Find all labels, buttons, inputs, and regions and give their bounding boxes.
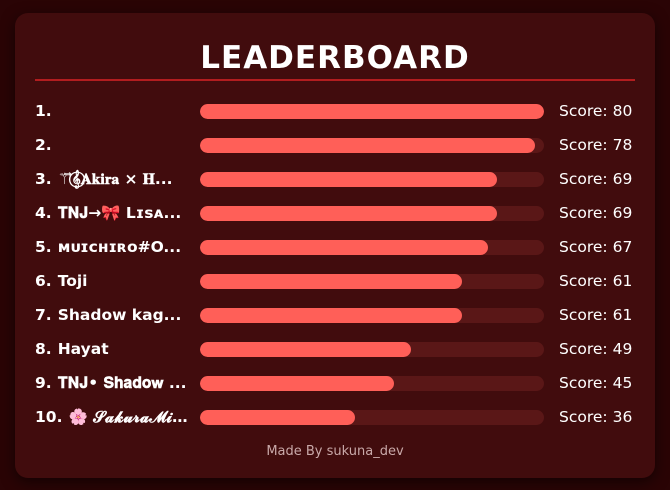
score-prefix: Score: bbox=[559, 204, 608, 222]
player-name: 3. ⚚⃗𝄞⃝𝐀𝐤𝐢𝐫𝐚 × 𝐇... bbox=[35, 169, 191, 189]
score-label: Score: 69 bbox=[559, 169, 632, 189]
rank-number: 3. bbox=[35, 170, 52, 188]
score-bar-track bbox=[200, 138, 544, 153]
player-name-text: 𝐓𝐍𝐉• 𝐒𝐡𝐚𝐝𝐨𝐰 ... bbox=[57, 374, 187, 392]
player-name: 1. bbox=[35, 101, 191, 121]
score-bar-fill bbox=[200, 376, 394, 391]
rank-number: 1. bbox=[35, 102, 52, 120]
score-value: 61 bbox=[612, 306, 633, 324]
score-prefix: Score: bbox=[559, 272, 608, 290]
score-value: 45 bbox=[612, 374, 633, 392]
player-name-text: ᴍᴜɪᴄʜɪʀᴏ#O... bbox=[57, 238, 182, 256]
player-name-text: Shadow kag... bbox=[57, 306, 182, 324]
leaderboard-row: 9. 𝐓𝐍𝐉• 𝐒𝐡𝐚𝐝𝐨𝐰 ... Score: 45 bbox=[15, 370, 655, 404]
score-value: 78 bbox=[612, 136, 633, 154]
rank-number: 2. bbox=[35, 136, 52, 154]
leaderboard-row: 6. Toji Score: 61 bbox=[15, 268, 655, 302]
score-bar-fill bbox=[200, 206, 497, 221]
score-value: 36 bbox=[612, 408, 633, 426]
leaderboard-card: LEADERBOARD 1. Score: 80 2. Score: 78 3.… bbox=[15, 13, 655, 478]
score-value: 80 bbox=[612, 102, 633, 120]
score-label: Score: 67 bbox=[559, 237, 632, 257]
leaderboard-row: 4. 𝐓𝐍𝐉→🎀 Lɪsᴀ... Score: 69 bbox=[15, 200, 655, 234]
score-bar-fill bbox=[200, 240, 489, 255]
score-bar-track bbox=[200, 240, 544, 255]
score-bar-fill bbox=[200, 274, 463, 289]
score-bar-track bbox=[200, 376, 544, 391]
score-label: Score: 45 bbox=[559, 373, 632, 393]
player-name-text: Hayat bbox=[57, 340, 109, 358]
leaderboard-row: 5. ᴍᴜɪᴄʜɪʀᴏ#O... Score: 67 bbox=[15, 234, 655, 268]
score-bar-track bbox=[200, 104, 544, 119]
player-name-text: ⚚⃗𝄞⃝𝐀𝐤𝐢𝐫𝐚 × 𝐇... bbox=[57, 170, 173, 188]
rank-number: 10. bbox=[35, 408, 63, 426]
score-value: 67 bbox=[612, 238, 633, 256]
player-name: 10. 🌸 𝓢𝓪𝓴𝓾𝓻𝓪𝓜𝓲𝓷𝓪𝓽𝓸 bbox=[35, 407, 191, 427]
player-name-text: 🌸 𝓢𝓪𝓴𝓾𝓻𝓪𝓜𝓲𝓷𝓪𝓽𝓸 bbox=[68, 408, 191, 426]
score-prefix: Score: bbox=[559, 408, 608, 426]
rank-number: 4. bbox=[35, 204, 52, 222]
score-bar-track bbox=[200, 308, 544, 323]
title-divider bbox=[35, 79, 635, 81]
score-bar-fill bbox=[200, 410, 355, 425]
score-prefix: Score: bbox=[559, 102, 608, 120]
player-name: 4. 𝐓𝐍𝐉→🎀 Lɪsᴀ... bbox=[35, 203, 191, 223]
player-name: 7. Shadow kag... bbox=[35, 305, 191, 325]
score-prefix: Score: bbox=[559, 136, 608, 154]
rank-number: 8. bbox=[35, 340, 52, 358]
score-bar-track bbox=[200, 342, 544, 357]
score-label: Score: 80 bbox=[559, 101, 632, 121]
leaderboard-row: 1. Score: 80 bbox=[15, 98, 655, 132]
score-bar-track bbox=[200, 206, 544, 221]
score-value: 61 bbox=[612, 272, 633, 290]
player-name-text: Toji bbox=[57, 272, 88, 290]
score-bar-fill bbox=[200, 104, 544, 119]
score-value: 69 bbox=[612, 204, 633, 222]
score-label: Score: 49 bbox=[559, 339, 632, 359]
score-label: Score: 61 bbox=[559, 271, 632, 291]
player-name: 6. Toji bbox=[35, 271, 191, 291]
leaderboard-row: 2. Score: 78 bbox=[15, 132, 655, 166]
leaderboard-list: 1. Score: 80 2. Score: 78 3. ⚚⃗𝄞⃝𝐀𝐤𝐢𝐫𝐚 × … bbox=[15, 98, 655, 438]
score-value: 49 bbox=[612, 340, 633, 358]
rank-number: 9. bbox=[35, 374, 52, 392]
rank-number: 6. bbox=[35, 272, 52, 290]
footer-credit: Made By sukuna_dev bbox=[266, 444, 404, 459]
score-bar-track bbox=[200, 172, 544, 187]
leaderboard-row: 10. 🌸 𝓢𝓪𝓴𝓾𝓻𝓪𝓜𝓲𝓷𝓪𝓽𝓸 Score: 36 bbox=[15, 404, 655, 438]
rank-number: 7. bbox=[35, 306, 52, 324]
score-prefix: Score: bbox=[559, 306, 608, 324]
leaderboard-row: 8. Hayat Score: 49 bbox=[15, 336, 655, 370]
leaderboard-row: 3. ⚚⃗𝄞⃝𝐀𝐤𝐢𝐫𝐚 × 𝐇... Score: 69 bbox=[15, 166, 655, 200]
player-name: 8. Hayat bbox=[35, 339, 191, 359]
score-label: Score: 69 bbox=[559, 203, 632, 223]
score-prefix: Score: bbox=[559, 374, 608, 392]
score-label: Score: 61 bbox=[559, 305, 632, 325]
player-name-text: 𝐓𝐍𝐉→🎀 Lɪsᴀ... bbox=[57, 204, 182, 222]
score-bar-fill bbox=[200, 308, 463, 323]
score-bar-fill bbox=[200, 172, 497, 187]
score-bar-fill bbox=[200, 138, 536, 153]
score-value: 69 bbox=[612, 170, 633, 188]
rank-number: 5. bbox=[35, 238, 52, 256]
score-prefix: Score: bbox=[559, 340, 608, 358]
leaderboard-row: 7. Shadow kag... Score: 61 bbox=[15, 302, 655, 336]
score-bar-track bbox=[200, 274, 544, 289]
score-bar-fill bbox=[200, 342, 411, 357]
score-label: Score: 78 bbox=[559, 135, 632, 155]
player-name: 2. bbox=[35, 135, 191, 155]
player-name: 5. ᴍᴜɪᴄʜɪʀᴏ#O... bbox=[35, 237, 191, 257]
player-name: 9. 𝐓𝐍𝐉• 𝐒𝐡𝐚𝐝𝐨𝐰 ... bbox=[35, 373, 191, 393]
score-label: Score: 36 bbox=[559, 407, 632, 427]
score-prefix: Score: bbox=[559, 170, 608, 188]
leaderboard-title: LEADERBOARD bbox=[200, 40, 470, 76]
score-prefix: Score: bbox=[559, 238, 608, 256]
score-bar-track bbox=[200, 410, 544, 425]
